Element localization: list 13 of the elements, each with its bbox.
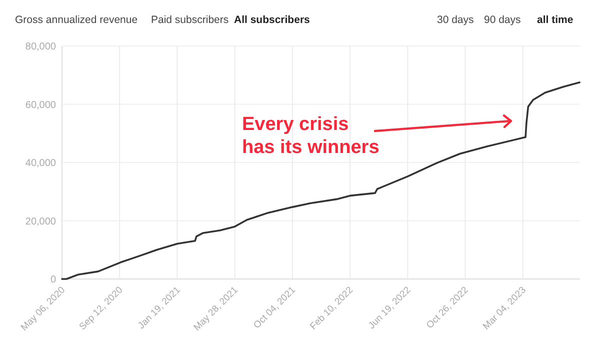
text: 30 days <box>437 14 474 26</box>
y-tick-label: 60,000 <box>25 100 56 111</box>
text: Paid subscribers <box>151 14 229 26</box>
text: all time <box>537 14 574 26</box>
y-tick-label: 0 <box>50 274 56 286</box>
text: 90 days <box>484 14 521 26</box>
line-series <box>61 82 580 280</box>
text: All subscribers <box>234 14 310 26</box>
annotation: Every crisis has its winners <box>242 114 380 158</box>
y-tick-label: 80,000 <box>25 42 56 52</box>
y-tick-label: 40,000 <box>25 158 56 169</box>
text: Gross annualized revenue <box>15 14 138 26</box>
y-tick-label: 20,000 <box>25 216 56 228</box>
